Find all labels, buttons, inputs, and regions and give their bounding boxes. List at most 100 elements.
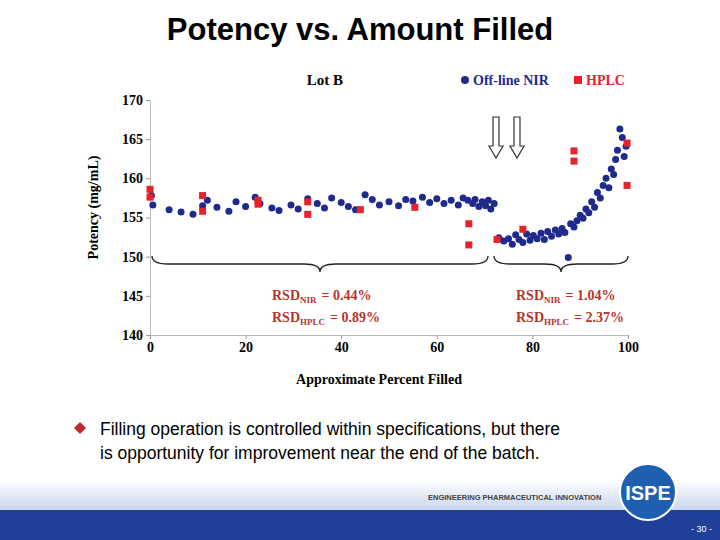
rsd-label: RSD bbox=[516, 310, 544, 325]
rsd-annotation: RSDHPLC= 2.37% bbox=[516, 310, 624, 327]
data-point bbox=[255, 201, 262, 208]
footer-fade bbox=[0, 480, 720, 510]
y-tick: 145 bbox=[122, 289, 150, 304]
data-point bbox=[570, 147, 577, 154]
legend: Off-line NIR HPLC bbox=[461, 73, 625, 88]
rsd-value: = 0.89% bbox=[330, 310, 380, 325]
data-point bbox=[288, 201, 295, 208]
x-tick-mark bbox=[341, 335, 342, 339]
x-axis: 020406080100 bbox=[147, 335, 639, 355]
data-point bbox=[328, 194, 335, 201]
rsd-sub: NIR bbox=[300, 295, 317, 305]
data-point bbox=[561, 229, 568, 236]
rsd-sub: HPLC bbox=[300, 317, 325, 327]
series bbox=[148, 125, 630, 260]
data-point bbox=[304, 198, 311, 205]
y-tick-label: 170 bbox=[122, 93, 143, 108]
bullet-marker bbox=[74, 422, 86, 434]
y-tick-label: 165 bbox=[122, 132, 143, 147]
data-point bbox=[519, 226, 526, 233]
data-point bbox=[345, 203, 352, 210]
data-point bbox=[616, 125, 623, 132]
data-point bbox=[610, 171, 617, 178]
rsd-label: RSD bbox=[516, 288, 544, 303]
data-point bbox=[603, 175, 610, 182]
data-point bbox=[580, 215, 587, 222]
data-point bbox=[624, 140, 631, 147]
y-tick-mark bbox=[146, 139, 150, 140]
y-tick-mark bbox=[146, 257, 150, 258]
y-tick: 170 bbox=[122, 93, 150, 108]
data-point bbox=[509, 241, 516, 248]
y-tick-mark bbox=[146, 178, 150, 179]
y-tick-mark bbox=[146, 218, 150, 219]
data-point bbox=[386, 198, 393, 205]
slide: Potency vs. Amount FilledLot BOff-line N… bbox=[0, 0, 720, 540]
y-tick: 160 bbox=[122, 171, 150, 186]
y-axis: 140 145 150 155 160 165 170 bbox=[122, 93, 151, 343]
legend-item: Off-line NIR bbox=[461, 73, 550, 88]
data-point bbox=[233, 198, 240, 205]
data-point bbox=[376, 201, 383, 208]
data-point bbox=[225, 208, 232, 215]
x-tick: 0 bbox=[147, 335, 154, 355]
data-point bbox=[147, 194, 154, 201]
y-tick-label: 150 bbox=[122, 250, 143, 265]
x-tick-mark bbox=[150, 335, 151, 339]
rsd-label: RSD bbox=[272, 310, 300, 325]
x-tick: 100 bbox=[618, 335, 639, 355]
data-point bbox=[585, 209, 592, 216]
brace bbox=[494, 256, 628, 272]
data-point bbox=[321, 205, 328, 212]
arrow bbox=[510, 117, 524, 158]
data-point bbox=[440, 200, 447, 207]
data-point bbox=[362, 191, 369, 198]
data-point bbox=[242, 203, 249, 210]
rsd-value: = 2.37% bbox=[574, 310, 624, 325]
data-point bbox=[570, 158, 577, 165]
data-point bbox=[395, 202, 402, 209]
data-point bbox=[314, 200, 321, 207]
data-point bbox=[166, 206, 173, 213]
data-point bbox=[570, 223, 577, 230]
data-point bbox=[548, 233, 555, 240]
arrow bbox=[489, 117, 503, 158]
data-point bbox=[147, 186, 154, 193]
brace bbox=[152, 256, 488, 272]
data-point bbox=[199, 192, 206, 199]
x-tick-mark bbox=[628, 335, 629, 339]
tagline: ENGINEERING PHARMACEUTICAL INNOVATION bbox=[428, 493, 601, 502]
y-tick: 155 bbox=[122, 210, 150, 225]
x-axis-title: Approximate Percent Filled bbox=[296, 372, 462, 387]
logo-text: ISPE bbox=[625, 482, 671, 504]
data-point bbox=[491, 200, 498, 207]
y-axis-title: Potency (mg/mL) bbox=[86, 155, 102, 259]
x-tick: 40 bbox=[335, 335, 349, 355]
data-point bbox=[213, 204, 220, 211]
data-point bbox=[538, 230, 545, 237]
data-point bbox=[621, 153, 628, 160]
x-tick-mark bbox=[246, 335, 247, 339]
data-point bbox=[494, 236, 501, 243]
plot-area bbox=[147, 125, 631, 260]
x-tick-label: 80 bbox=[526, 340, 540, 355]
x-tick-label: 40 bbox=[335, 340, 349, 355]
data-point bbox=[465, 220, 472, 227]
y-tick-mark bbox=[146, 335, 150, 336]
y-tick: 140 bbox=[122, 328, 150, 343]
y-tick: 150 bbox=[122, 250, 150, 265]
bullet-text: Filling operation is controlled within s… bbox=[100, 419, 560, 439]
data-point bbox=[519, 239, 526, 246]
x-tick: 80 bbox=[526, 335, 540, 355]
data-point bbox=[411, 204, 418, 211]
x-tick-label: 100 bbox=[618, 340, 639, 355]
legend-label: HPLC bbox=[586, 73, 625, 88]
data-point bbox=[409, 198, 416, 205]
data-point bbox=[304, 211, 311, 218]
rsd-annotation: RSDNIR= 0.44% bbox=[272, 288, 372, 305]
data-point bbox=[369, 196, 376, 203]
x-tick-mark bbox=[532, 335, 533, 339]
x-axis-line bbox=[151, 336, 629, 340]
x-tick-label: 0 bbox=[147, 340, 154, 355]
data-point bbox=[149, 201, 156, 208]
